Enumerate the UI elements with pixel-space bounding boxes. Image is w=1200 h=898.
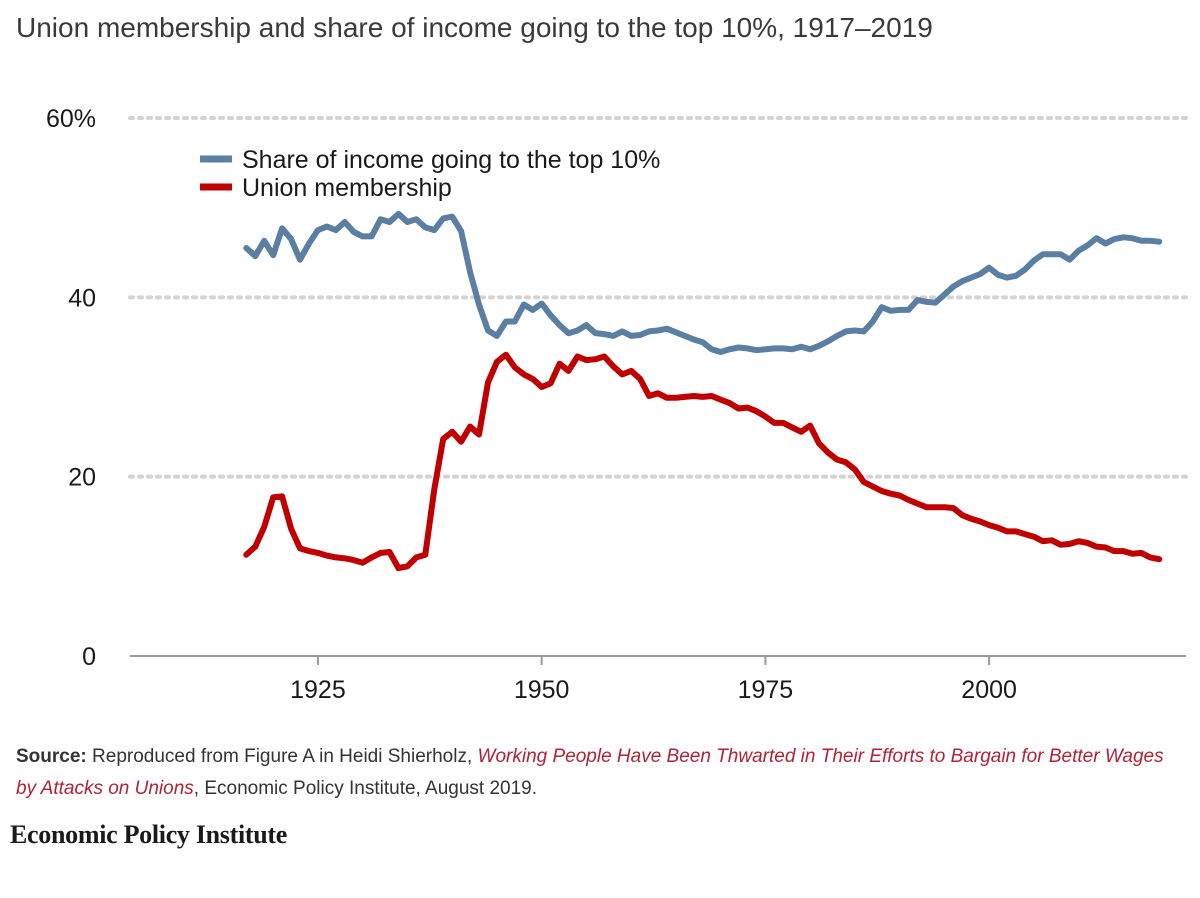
- source-text-after: , Economic Policy Institute, August 2019…: [193, 778, 538, 799]
- x-tick-label: 1950: [514, 676, 570, 704]
- x-axis-labels: 1925 1950 1975 2000: [290, 656, 1017, 704]
- legend-label: Share of income going to the top 10%: [242, 146, 660, 174]
- y-axis-labels: 0 20 40 60%: [46, 105, 96, 671]
- y-tick-label: 0: [82, 643, 96, 671]
- x-tick-label: 1925: [290, 676, 346, 704]
- y-tick-label: 20: [68, 464, 96, 492]
- series-line-income-top10: [243, 210, 1163, 355]
- chart-title: Union membership and share of income goi…: [16, 12, 933, 43]
- legend: Share of income going to the top 10%Unio…: [200, 146, 660, 202]
- source-text-before: Reproduced from Figure A in Heidi Shierh…: [92, 746, 478, 767]
- series-line-union-membership: [243, 351, 1163, 572]
- epi-logo: Economic Policy Institute: [10, 820, 288, 849]
- source-publication-link[interactable]: Working People Have Been Thwarted in The…: [16, 746, 1164, 799]
- series-lines: [243, 210, 1163, 572]
- x-tick-label: 1975: [738, 676, 794, 704]
- legend-label: Union membership: [242, 174, 452, 202]
- source-label: Source:: [16, 746, 87, 767]
- gridlines: [128, 116, 1188, 657]
- x-tick-label: 2000: [961, 676, 1017, 704]
- y-tick-label: 60%: [46, 105, 96, 133]
- source-note: Source: Reproduced from Figure A in Heid…: [16, 741, 1176, 805]
- chart-area: 0 20 40 60% 1925 1950 1975 2000 Share of incom…: [46, 105, 1188, 704]
- y-tick-label: 40: [68, 284, 96, 312]
